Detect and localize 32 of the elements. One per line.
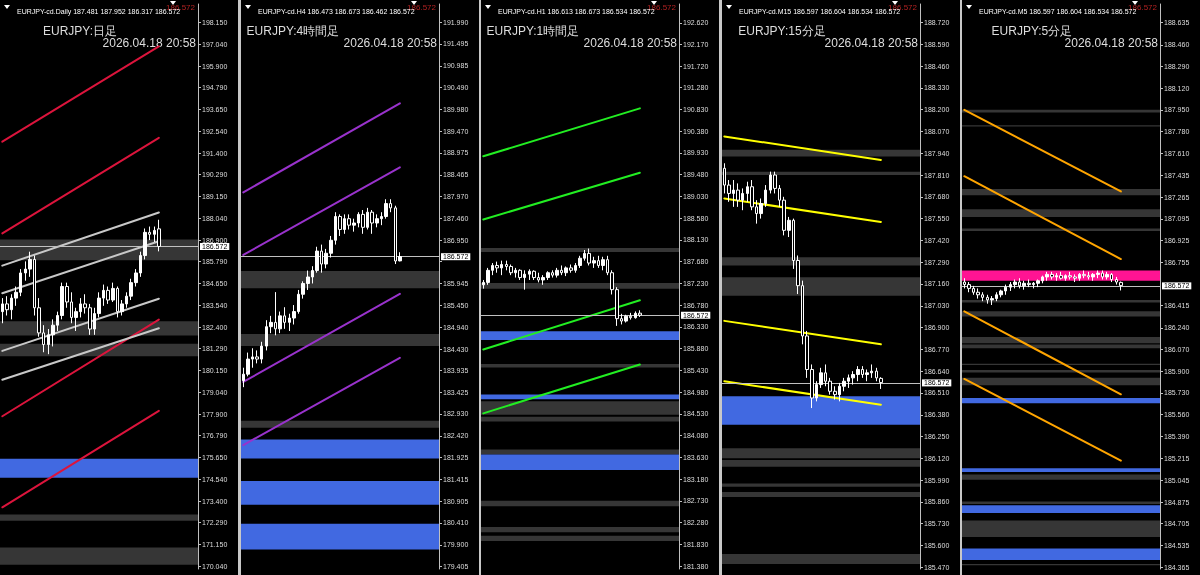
candlestick [624, 314, 628, 324]
candlestick [1082, 270, 1086, 279]
candlestick [999, 289, 1003, 298]
candlestick [1119, 281, 1123, 291]
annotation: 2026.04.18 20:58 [102, 36, 197, 50]
candlestick [990, 295, 994, 306]
candlestick [638, 309, 642, 318]
candlestick [736, 182, 740, 208]
candlestick [1036, 278, 1040, 288]
annotation: 2026.04.18 20:58 [1064, 36, 1159, 50]
annotation: 2026.04.18 20:58 [824, 36, 919, 50]
text: EURJPY:4時間足 [246, 24, 340, 38]
candlestick [601, 256, 605, 271]
candlestick [1105, 271, 1109, 280]
candlestick [1013, 278, 1017, 289]
candlestick [495, 261, 499, 274]
candlestick [486, 267, 490, 286]
text: EURJPY:5分足 [991, 24, 1073, 38]
text: EURJPY:15分足 [738, 24, 826, 38]
candlestick [361, 209, 365, 235]
candlestick [157, 219, 161, 252]
candlestick [1059, 271, 1063, 280]
candlestick [976, 287, 980, 300]
annotation: 2026.04.18 20:58 [343, 36, 438, 50]
candlestick [967, 281, 971, 293]
annotation: 2026.04.18 20:58 [583, 36, 678, 50]
text: EURJPY:1時間足 [486, 24, 580, 38]
candlestick [532, 269, 536, 281]
candlestick [555, 267, 559, 279]
candlestick [509, 264, 513, 276]
candlestick [865, 368, 869, 382]
text: EURJPY:日足 [42, 24, 117, 38]
